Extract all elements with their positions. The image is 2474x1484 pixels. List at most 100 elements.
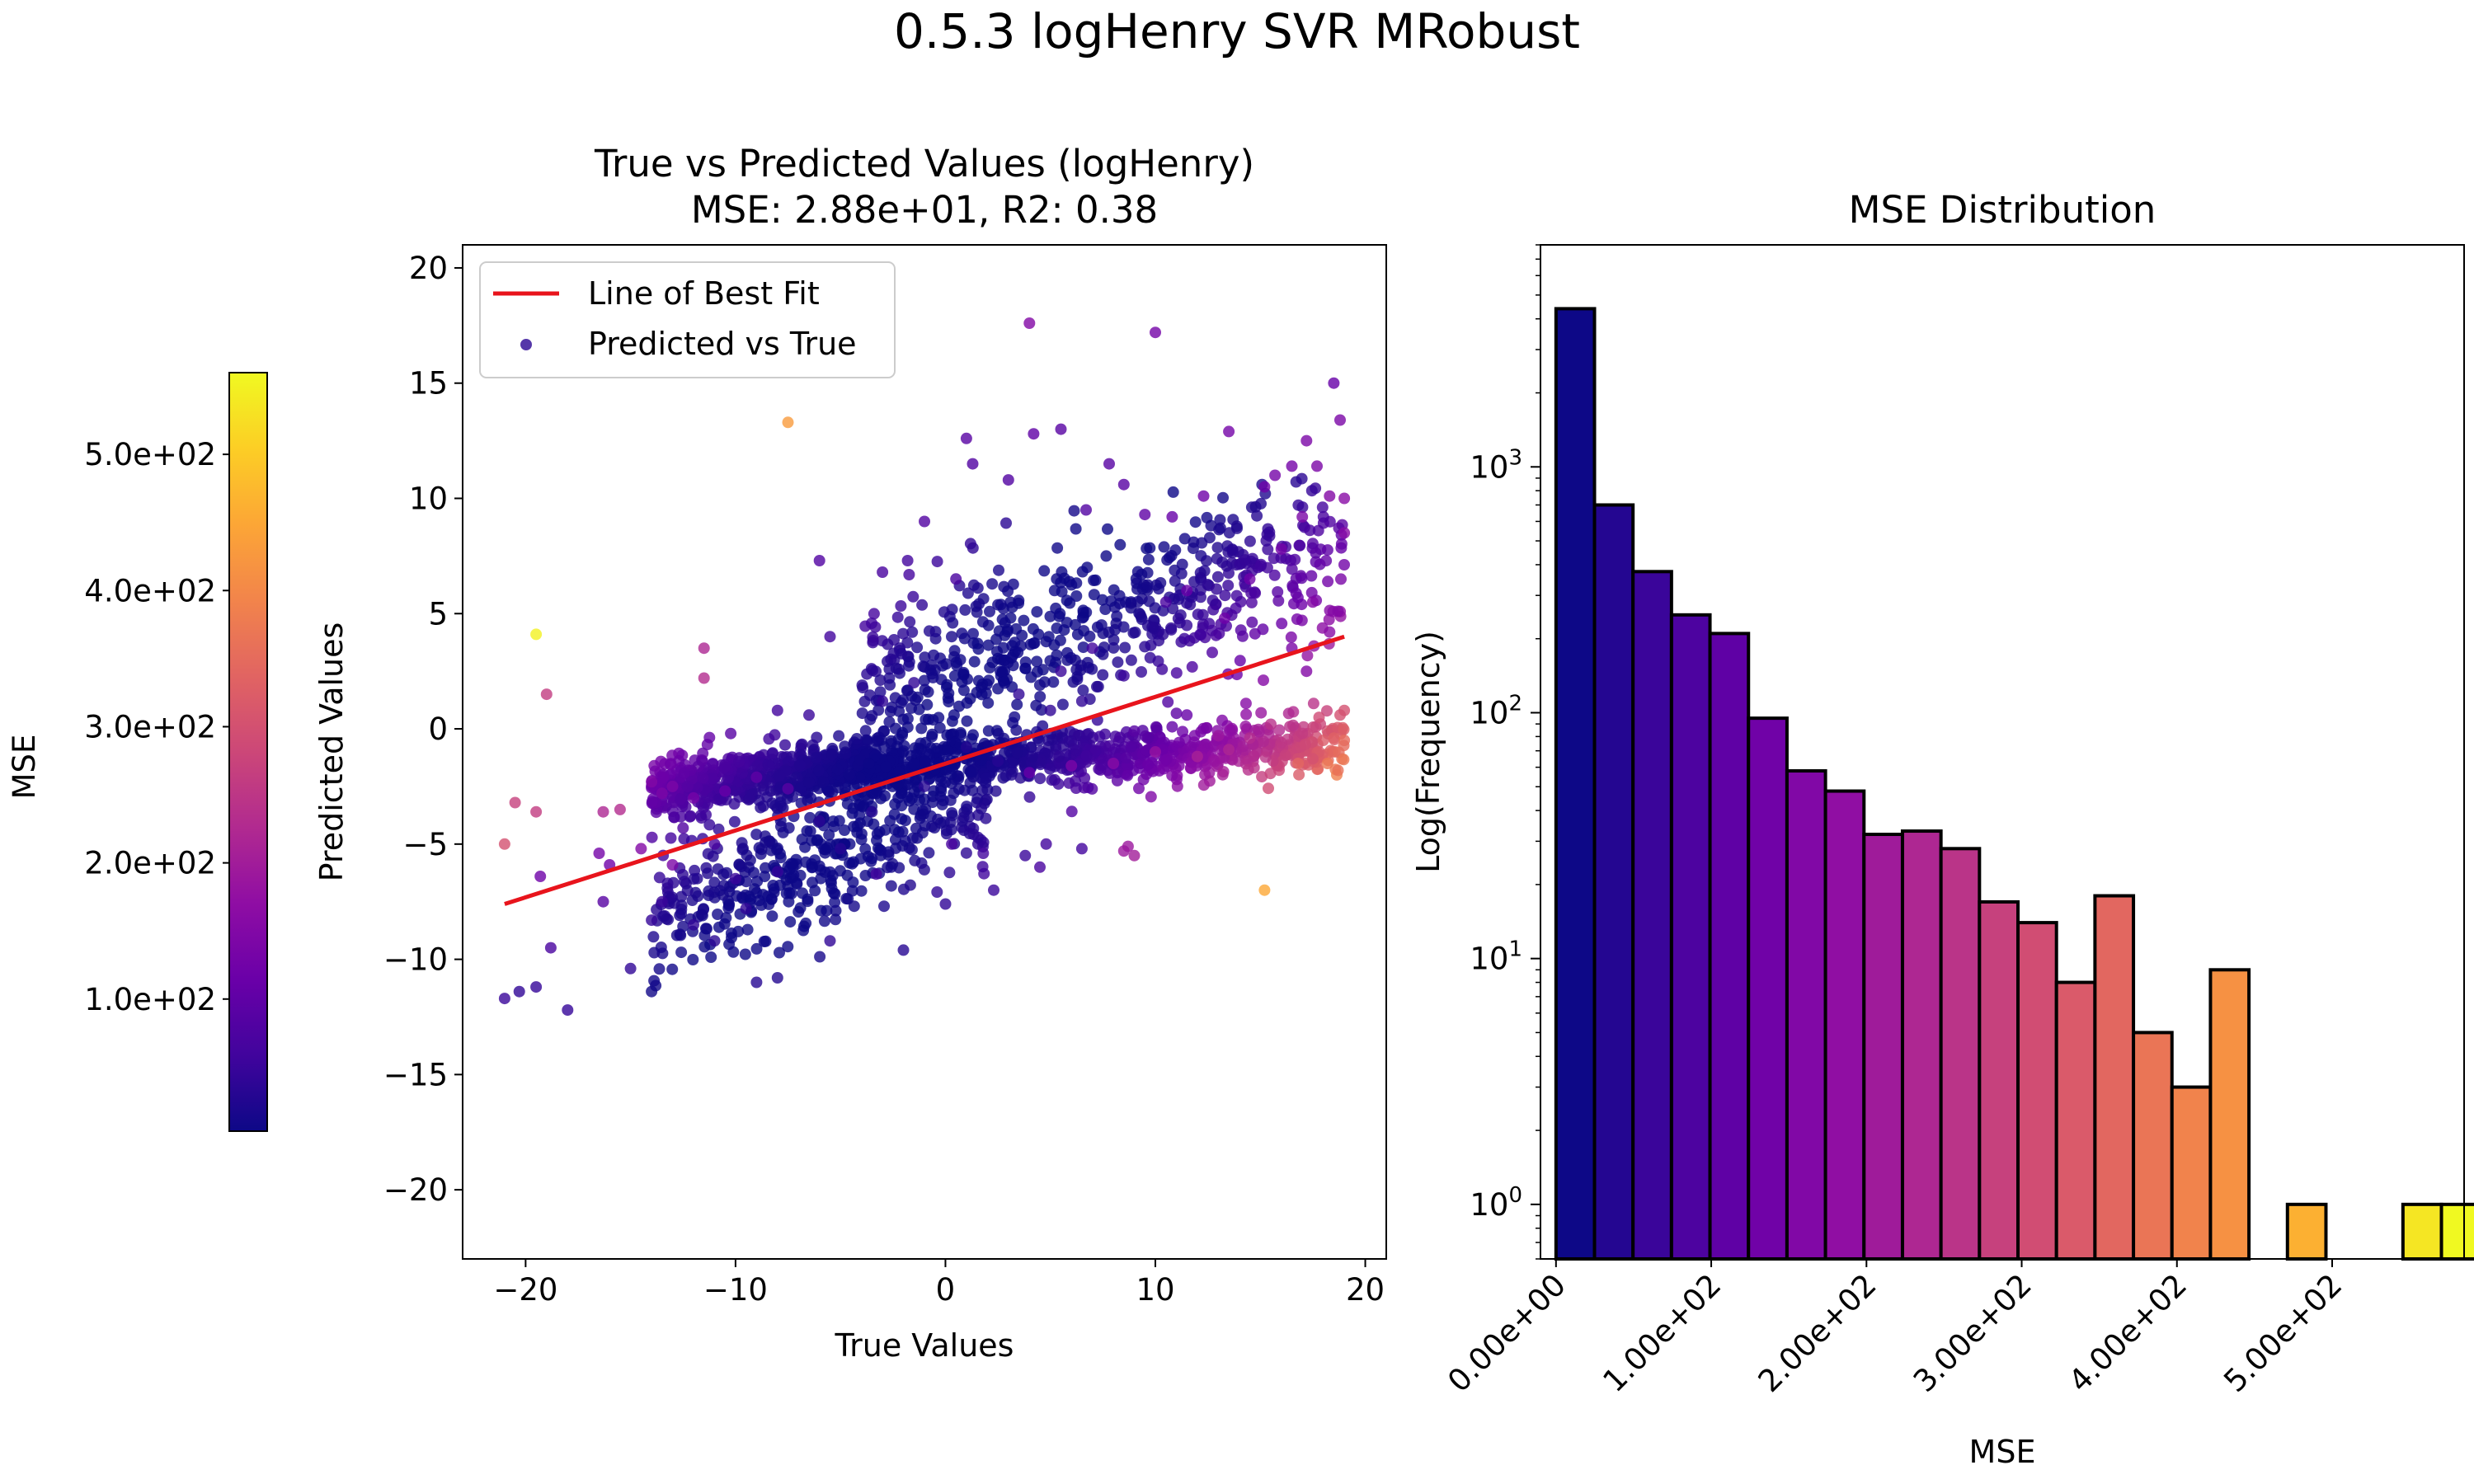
scatter-point xyxy=(1212,730,1225,742)
scatter-point xyxy=(977,593,990,605)
scatter-point xyxy=(942,692,954,704)
scatter-point xyxy=(717,868,730,881)
scatter-point xyxy=(916,599,929,611)
scatter-point xyxy=(982,725,995,737)
scatter-point xyxy=(1096,594,1108,606)
scatter-point xyxy=(787,871,798,884)
scatter-point xyxy=(915,722,928,735)
scatter-point xyxy=(1044,763,1056,775)
scatter-point xyxy=(1111,774,1123,787)
scatter-point xyxy=(1141,732,1154,744)
scatter-point xyxy=(513,985,525,998)
scatter-point xyxy=(826,749,838,761)
scatter-point xyxy=(901,712,914,725)
scatter-point xyxy=(1188,536,1200,548)
scatter-point xyxy=(901,555,914,566)
scatter-point xyxy=(1203,532,1216,544)
scatter-point xyxy=(1316,501,1329,514)
scatter-point xyxy=(771,704,783,716)
scatter-point xyxy=(848,856,859,868)
scatter-point xyxy=(498,993,510,1005)
colorbar-fill xyxy=(228,372,268,1132)
scatter-point xyxy=(919,515,930,528)
scatter-point xyxy=(940,658,952,670)
scatter-point xyxy=(889,692,901,704)
scatter-point xyxy=(1211,542,1224,554)
scatter-point xyxy=(740,903,752,915)
scatter-point xyxy=(1262,543,1274,556)
scatter-point xyxy=(1061,646,1074,659)
colorbar-tick-label: 2.0e+02 xyxy=(84,846,216,881)
scatter-point xyxy=(1136,568,1148,580)
scatter-point xyxy=(1159,596,1172,608)
scatter-point xyxy=(1091,621,1103,633)
scatter-point xyxy=(795,797,807,810)
scatter-point xyxy=(972,643,985,655)
scatter-point xyxy=(859,870,872,881)
scatter-point xyxy=(1230,520,1243,533)
scatter-point xyxy=(1120,752,1132,764)
scatter-y-tick-label: −15 xyxy=(383,1057,448,1092)
scatter-point xyxy=(698,672,710,684)
scatter-point xyxy=(819,866,831,878)
scatter-point xyxy=(647,931,660,943)
scatter-point xyxy=(763,835,775,848)
scatter-point xyxy=(1234,655,1246,667)
scatter-point xyxy=(635,843,647,855)
scatter-point xyxy=(946,715,958,727)
scatter-point xyxy=(1125,602,1137,614)
scatter-point xyxy=(688,791,699,804)
scatter-point xyxy=(1244,535,1256,547)
scatter-point xyxy=(960,432,972,444)
scatter-point xyxy=(1177,726,1188,738)
scatter-point xyxy=(1289,553,1301,566)
scatter-point xyxy=(1070,523,1082,535)
scatter-point xyxy=(1248,750,1260,763)
scatter-point xyxy=(840,748,852,760)
scatter-point xyxy=(910,822,922,834)
scatter-point xyxy=(646,914,658,927)
scatter-point xyxy=(750,829,763,841)
scatter-point xyxy=(1150,579,1163,591)
scatter-point xyxy=(1249,586,1261,599)
scatter-point xyxy=(1145,639,1157,651)
scatter-point xyxy=(823,786,835,798)
scatter-point xyxy=(675,793,687,805)
scatter-point xyxy=(1338,527,1351,539)
scatter-point xyxy=(1023,767,1036,779)
scatter-point xyxy=(1249,500,1262,513)
scatter-point xyxy=(811,834,823,847)
hist-x-tick-label: 3.00e+02 xyxy=(1907,1267,2039,1399)
scatter-point xyxy=(750,942,763,955)
scatter-point xyxy=(972,831,984,843)
scatter-point xyxy=(1183,635,1196,647)
hist-y-tick-label: 102 xyxy=(1470,691,1522,730)
scatter-point xyxy=(866,710,878,722)
scatter-point xyxy=(898,740,910,752)
scatter-point xyxy=(869,621,882,633)
scatter-point xyxy=(668,811,680,824)
scatter-point xyxy=(1046,774,1058,787)
scatter-point xyxy=(988,884,999,896)
scatter-point xyxy=(783,895,795,908)
scatter-point xyxy=(785,857,797,870)
scatter-point xyxy=(945,768,957,781)
scatter-point xyxy=(1321,705,1333,717)
scatter-point xyxy=(1051,622,1063,634)
scatter-point xyxy=(755,843,768,856)
hist-x-tick-label: 2.00e+02 xyxy=(1752,1267,1884,1399)
scatter-point xyxy=(681,885,694,897)
scatter-points xyxy=(498,317,1351,1017)
scatter-point xyxy=(1169,575,1181,587)
scatter-point xyxy=(1040,838,1052,850)
hist-bar xyxy=(2093,894,2136,1261)
scatter-point xyxy=(1286,563,1298,575)
scatter-point xyxy=(1197,490,1210,502)
scatter-point xyxy=(774,796,787,809)
scatter-point xyxy=(927,671,939,683)
scatter-point xyxy=(971,792,984,805)
scatter-point xyxy=(1185,740,1197,753)
scatter-point xyxy=(1173,736,1185,749)
scatter-point xyxy=(1221,560,1233,572)
